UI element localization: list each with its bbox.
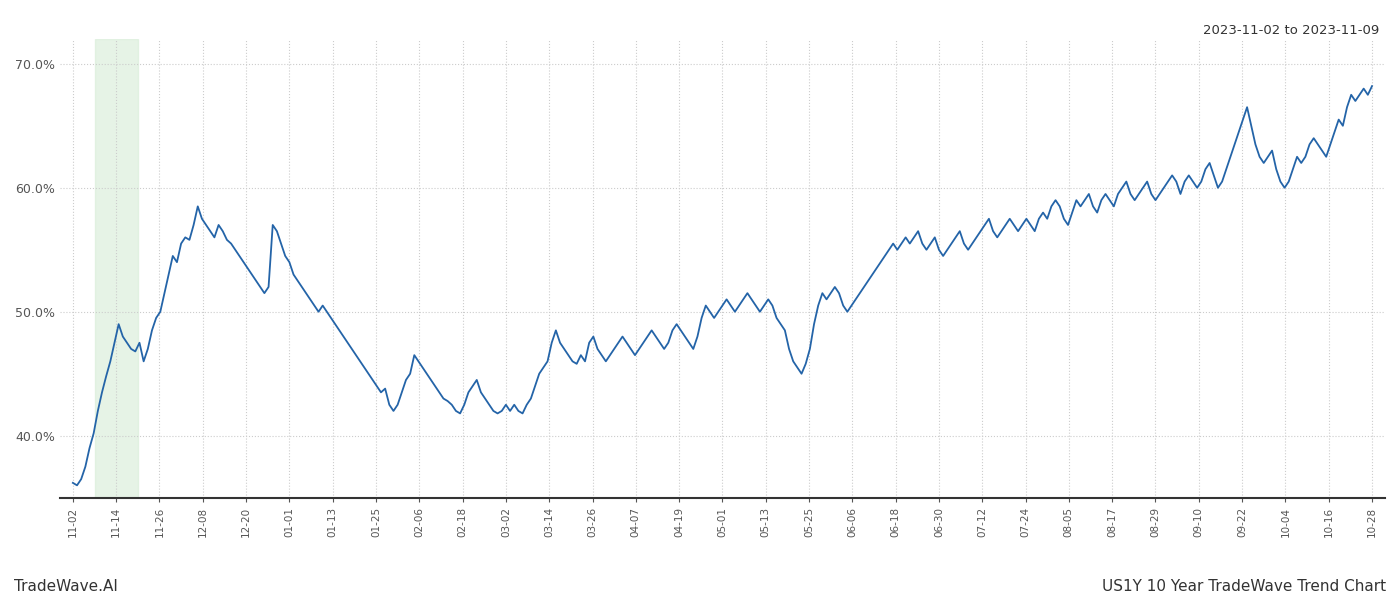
Text: US1Y 10 Year TradeWave Trend Chart: US1Y 10 Year TradeWave Trend Chart: [1102, 579, 1386, 594]
Bar: [95, 39, 137, 498]
Text: TradeWave.AI: TradeWave.AI: [14, 579, 118, 594]
Text: 2023-11-02 to 2023-11-09: 2023-11-02 to 2023-11-09: [1203, 24, 1379, 37]
